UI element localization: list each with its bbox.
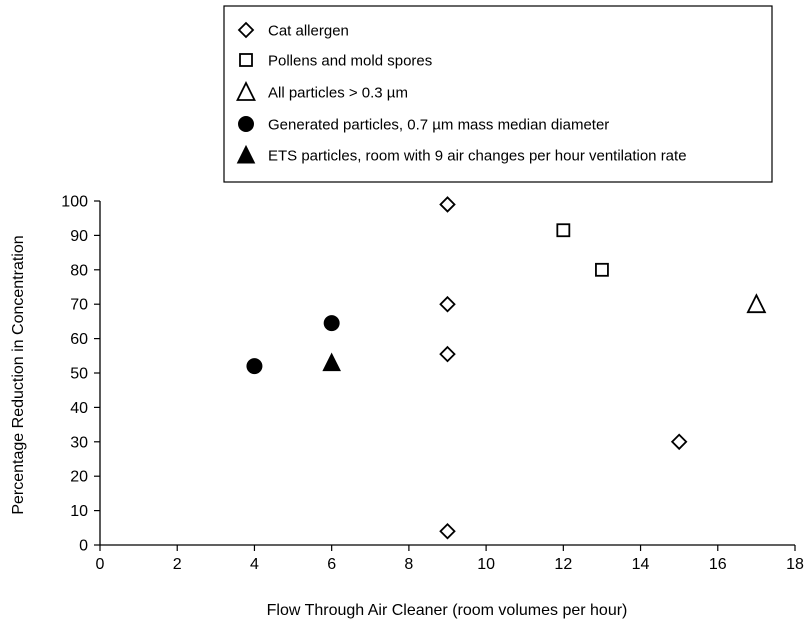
data-point [670,433,688,451]
legend-label: Generated particles, 0.7 µm mass median … [268,117,609,134]
data-point [439,345,456,363]
data-point [322,352,341,372]
data-point [746,293,767,314]
y-tick-label: 10 [70,503,88,520]
data-point [323,315,340,332]
axes [99,201,795,546]
x-tick-label: 10 [477,556,495,573]
y-tick-label: 50 [70,366,88,383]
x-tick-label: 18 [786,556,804,573]
y-axis-title: Percentage Reduction in Concentration [10,235,27,514]
y-tick-label: 60 [70,331,88,348]
x-tick-label: 12 [554,556,572,573]
x-tick-label: 8 [404,556,413,573]
data-point [439,522,456,540]
legend-label: ETS particles, room with 9 air changes p… [268,148,687,165]
x-tick-label: 16 [709,556,727,573]
legend-label: Pollens and mold spores [268,53,432,70]
data-point [556,223,571,238]
data-point [246,358,263,375]
y-tick-label: 30 [70,434,88,451]
y-tick-label: 90 [70,228,88,245]
y-tick-label: 70 [70,297,88,314]
legend-marker [238,116,254,132]
legend: Cat allergen Pollens and mold spores All p… [223,5,773,183]
y-tick-label: 20 [70,469,88,486]
y-tick-label: 80 [70,262,88,279]
legend-marker [239,53,253,67]
legend-marker [236,144,256,164]
y-tick-label: 100 [61,194,88,211]
legend-marker [236,80,256,101]
y-tick-label: 0 [79,538,88,555]
legend-label: Cat allergen [268,23,349,40]
legend-box [223,5,773,183]
data-point [439,295,456,313]
x-tick-label: 4 [250,556,259,573]
x-tick-label: 14 [632,556,650,573]
x-tick-label: 2 [173,556,182,573]
x-tick-label: 6 [327,556,336,573]
data-point [595,262,609,277]
legend-marker [237,21,255,39]
ticks: 0 2 4 6 8 10 12 14 16 18 0 10 20 30 40 50 60 70 80 90 100 [61,194,804,574]
data-points [246,196,767,540]
y-tick-label: 40 [70,400,88,417]
legend-label: All particles > 0.3 µm [268,85,408,102]
x-axis-title: Flow Through Air Cleaner (room volumes p… [267,602,628,619]
data-point [439,196,456,213]
x-tick-label: 0 [96,556,105,573]
